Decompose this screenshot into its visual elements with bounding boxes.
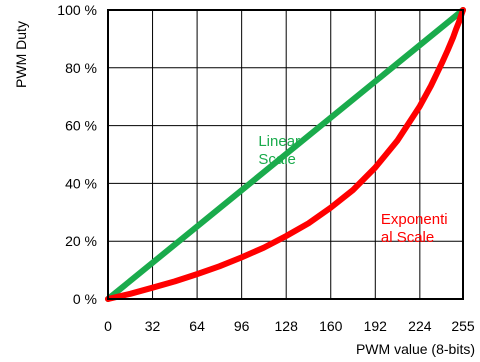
annotation-line: Exponenti: [381, 211, 448, 228]
series-group: [105, 7, 466, 302]
annotations: Linear Scale Exponenti al Scale: [258, 133, 447, 246]
annotation-line: Linear: [258, 133, 300, 150]
plot-frame: [107, 9, 464, 300]
x-tick-label: 255: [451, 318, 475, 334]
x-tick-label: 224: [408, 318, 432, 334]
y-axis-label: PWM Duty: [13, 21, 29, 88]
exponential-scale-curve: [105, 7, 466, 302]
exponential-scale-label: Exponenti al Scale: [381, 211, 448, 246]
y-tick-label: 40 %: [65, 175, 97, 191]
y-tick-label: 100 %: [57, 2, 97, 18]
annotation-line: al Scale: [381, 229, 434, 246]
linear-scale-line: [105, 7, 466, 302]
y-tick-label: 0 %: [73, 291, 97, 307]
x-tick-label: 192: [364, 318, 388, 334]
x-tick-label: 128: [275, 318, 299, 334]
y-tick-labels: 0 % 20 % 40 % 60 % 80 % 100 %: [57, 2, 97, 307]
linear-scale-label: Linear Scale: [258, 133, 300, 168]
x-tick-label: 64: [189, 318, 205, 334]
y-tick-label: 60 %: [65, 118, 97, 134]
x-tick-labels: 0 32 64 96 128 160 192 224 255: [104, 318, 475, 334]
x-tick-label: 32: [145, 318, 161, 334]
annotation-line: Scale: [258, 151, 296, 168]
y-tick-label: 20 %: [65, 233, 97, 249]
x-tick-label: 0: [104, 318, 112, 334]
x-tick-label: 96: [234, 318, 250, 334]
x-axis-label: PWM value (8-bits): [356, 341, 475, 357]
x-tick-label: 160: [319, 318, 343, 334]
y-tick-label: 80 %: [65, 60, 97, 76]
